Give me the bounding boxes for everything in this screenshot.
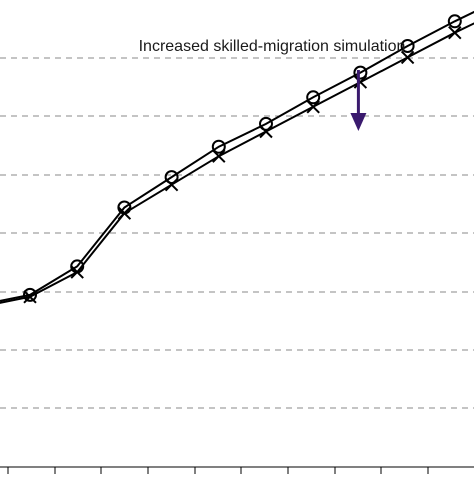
series-2-point-2: [70, 265, 84, 279]
x-axis: [0, 466, 474, 474]
series-1-point-7: [306, 90, 321, 105]
series-1-point-4: [164, 170, 179, 185]
series-2-point-10: [448, 25, 462, 40]
annotation-label: Increased skilled-migration simulation: [139, 38, 406, 55]
series-1-point-5: [211, 139, 226, 154]
series-group: [0, 10, 474, 304]
series-1-point-6: [259, 116, 273, 131]
series-2-point-4: [164, 177, 179, 192]
annotation-arrow-head: [350, 113, 367, 131]
series-1-point-9: [400, 39, 415, 53]
series-2-point-8: [353, 75, 368, 89]
series-1-point-1: [23, 287, 37, 302]
series-2-point-1: [23, 290, 37, 304]
series-1-line: [0, 10, 474, 302]
series-2-line: [0, 22, 474, 304]
series-2-point-6: [259, 124, 273, 139]
series-2-point-9: [400, 50, 415, 65]
series-2-point-7: [306, 100, 320, 114]
annotation-group: Increased skilled-migration simulation: [139, 38, 406, 131]
series-2-point-5: [212, 149, 226, 163]
series-1-point-10: [447, 14, 462, 29]
gridlines: [0, 57, 474, 409]
series-2-point-3: [117, 206, 132, 220]
series-1-point-8: [353, 65, 368, 80]
